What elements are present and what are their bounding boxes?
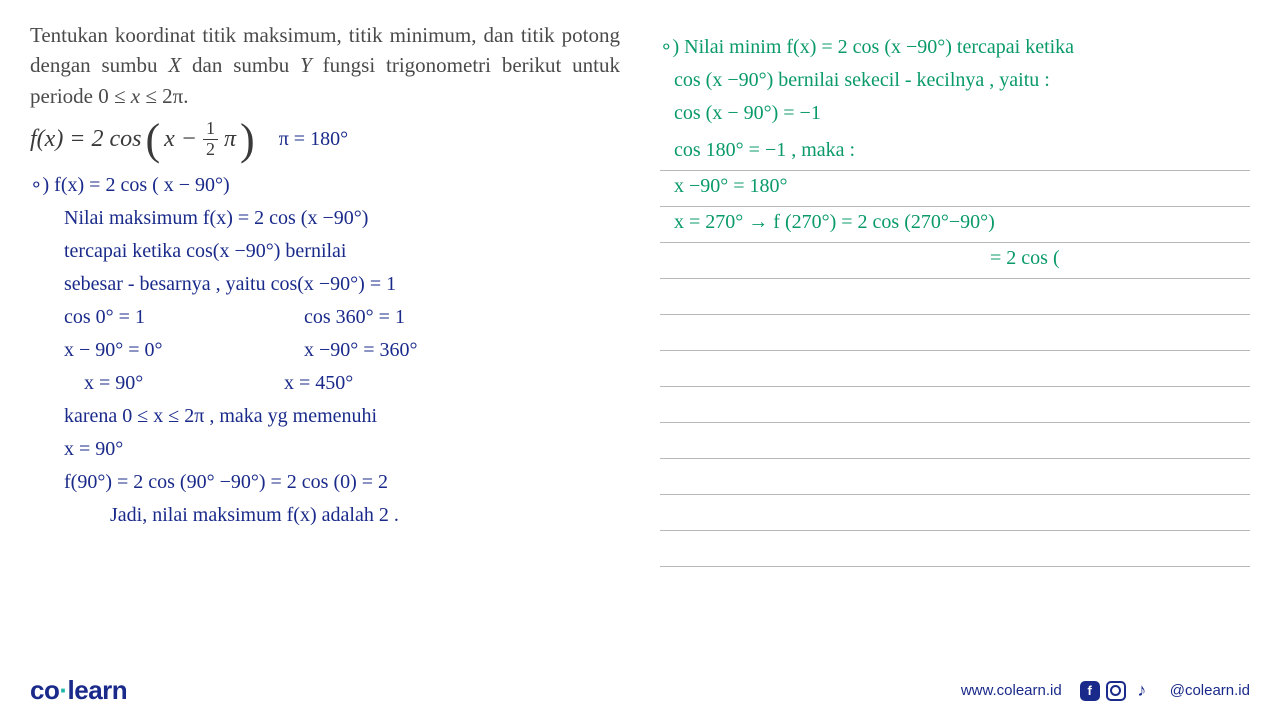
frac-den: 2 <box>203 140 218 160</box>
work-line: cos 180° = −1 , maka : <box>660 135 855 166</box>
work-line: sebesar - besarnya , yaitu cos(x −90°) =… <box>30 269 620 300</box>
work-line: = 2 cos ( <box>660 243 1060 274</box>
tiktok-icon: ♪ <box>1132 681 1152 701</box>
work-line: ∘) Nilai minim f(x) = 2 cos (x −90°) ter… <box>660 32 1250 63</box>
ruled-line <box>660 387 1250 423</box>
right-handwriting: ∘) Nilai minim f(x) = 2 cos (x −90°) ter… <box>660 32 1250 567</box>
social-icons: f ♪ <box>1080 681 1152 701</box>
work-line: tercapai ketika cos(x −90°) bernilai <box>30 236 620 267</box>
ruled-line <box>660 315 1250 351</box>
logo-part-a: co <box>30 675 59 705</box>
ruled-line <box>660 351 1250 387</box>
footer-handle: @colearn.id <box>1170 682 1250 699</box>
footer: co·learn www.colearn.id f ♪ @colearn.id <box>30 675 1250 706</box>
formula-print: f(x) = 2 cos ( x − 1 2 π ) <box>30 119 255 160</box>
work-line: cos (x − 90°) = −1 <box>660 98 1250 129</box>
formula-row: f(x) = 2 cos ( x − 1 2 π ) π = 180° <box>30 119 620 160</box>
annot-pi: π = 180° <box>279 124 348 155</box>
lparen: ( <box>146 120 161 160</box>
work-subline: cos 0° = 1 <box>64 302 304 333</box>
work-line: Nilai maksimum f(x) = 2 cos (x −90°) <box>30 203 620 234</box>
ruled-line <box>660 531 1250 567</box>
logo: co·learn <box>30 675 127 706</box>
problem-text: Tentukan koordinat titik maksimum, titik… <box>30 20 620 111</box>
work-line: cos (x −90°) bernilai sekecil - kecilnya… <box>660 65 1250 96</box>
work-line: Jadi, nilai maksimum f(x) adalah 2 . <box>30 500 620 531</box>
facebook-icon: f <box>1080 681 1100 701</box>
logo-dot: · <box>59 675 67 705</box>
frac-num: 1 <box>203 119 218 140</box>
formula-fraction: 1 2 <box>203 119 218 160</box>
work-line: x − 90° = 0° x −90° = 360° <box>30 335 620 366</box>
work-line: x −90° = 180° <box>660 171 788 202</box>
work-line: x = 90° <box>30 434 620 465</box>
work-line: f(90°) = 2 cos (90° −90°) = 2 cos (0) = … <box>30 467 620 498</box>
formula-inside-post: π <box>224 126 236 153</box>
left-handwriting: ∘) f(x) = 2 cos ( x − 90°) Nilai maksimu… <box>30 170 620 531</box>
work-subline: cos 360° = 1 <box>304 302 405 333</box>
work-line: karena 0 ≤ x ≤ 2π , maka yg memenuhi <box>30 401 620 432</box>
work-line: x = 90° x = 450° <box>30 368 620 399</box>
formula-lhs: f(x) = 2 cos <box>30 126 142 153</box>
work-line: x = 270° → f (270°) = 2 cos (270°−90°) <box>660 207 995 238</box>
ruled-line <box>660 279 1250 315</box>
work-line: cos 0° = 1 cos 360° = 1 <box>30 302 620 333</box>
logo-part-b: learn <box>68 675 128 705</box>
ruled-line <box>660 459 1250 495</box>
ruled-line <box>660 495 1250 531</box>
formula-inside-pre: x − <box>164 126 197 153</box>
footer-url: www.colearn.id <box>961 682 1062 699</box>
work-subline: x = 450° <box>284 368 353 399</box>
rparen: ) <box>240 120 255 160</box>
instagram-icon <box>1106 681 1126 701</box>
ruled-line <box>660 423 1250 459</box>
work-subline: x = 90° <box>84 368 284 399</box>
work-subline: x − 90° = 0° <box>64 335 304 366</box>
work-subline: x −90° = 360° <box>304 335 418 366</box>
work-line: ∘) f(x) = 2 cos ( x − 90°) <box>30 170 620 201</box>
